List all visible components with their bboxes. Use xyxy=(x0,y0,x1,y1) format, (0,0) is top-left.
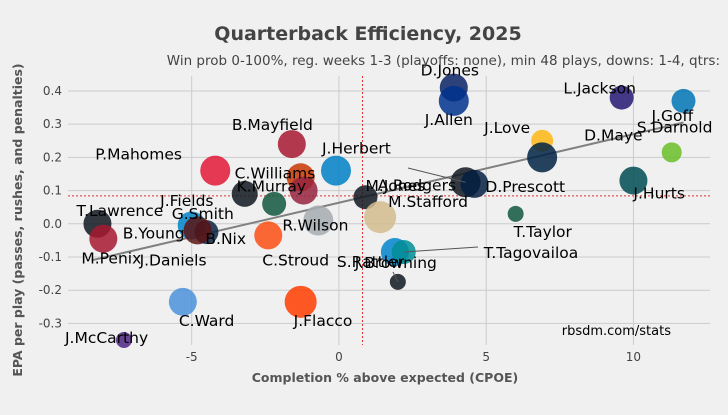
y-tick-label: 0.2 xyxy=(43,150,62,164)
qb-point-label: P.Mahomes xyxy=(95,146,182,164)
qb-point-label: D.Maye xyxy=(584,126,642,144)
qb-point xyxy=(609,85,634,110)
qb-point xyxy=(320,155,351,186)
qb-point-label: B.Nix xyxy=(205,230,246,248)
chart-subtitle: Win prob 0-100%, reg. weeks 1-3 (playoff… xyxy=(167,53,720,69)
qb-point-label: B.Young xyxy=(123,224,185,242)
qb-point xyxy=(262,191,287,216)
qb-point-label: C.Stroud xyxy=(262,251,329,269)
qb-point xyxy=(303,205,334,236)
qb-point-label: T.Lawrence xyxy=(75,202,163,220)
label-leader-line xyxy=(403,246,479,253)
qb-point-label: J.Allen xyxy=(424,111,473,129)
qb-point-label: G.Smith xyxy=(172,205,234,223)
x-axis-label: Completion % above expected (CPOE) xyxy=(252,370,518,385)
y-tick-label: -0.1 xyxy=(39,250,62,264)
qb-point-label: J.Hurts xyxy=(632,185,685,203)
qb-point-label: M.Jones xyxy=(365,177,425,195)
qb-point xyxy=(460,169,489,198)
qb-point xyxy=(284,285,317,318)
qb-point-label: M.Penix xyxy=(81,250,141,268)
qb-point xyxy=(364,201,397,234)
qb-point-label: C.Williams xyxy=(235,164,316,182)
qb-point-label: J.Love xyxy=(483,119,530,137)
qb-point xyxy=(353,185,378,210)
y-tick-label: -0.3 xyxy=(39,316,62,330)
y-tick-label: 0.0 xyxy=(43,217,62,231)
qb-point-label: D.Jones xyxy=(421,62,479,80)
qb-point-label: K.Murray xyxy=(237,178,306,196)
qb-point xyxy=(183,216,212,245)
x-tick-label: 10 xyxy=(626,350,641,364)
qb-point-label: A.Rodgers xyxy=(378,176,456,194)
qb-point xyxy=(619,166,648,195)
qb-point xyxy=(661,142,682,163)
qb-point-label: J.McCarthy xyxy=(64,329,148,347)
qb-point xyxy=(277,130,306,159)
qb-point xyxy=(289,176,318,205)
x-tick-label: 5 xyxy=(482,350,490,364)
qb-point-label: J.Herbert xyxy=(321,140,391,158)
qb-point xyxy=(527,142,558,173)
qb-point-label: J.Goff xyxy=(650,107,693,125)
qb-point-label: S.Rattler xyxy=(337,253,405,271)
qb-point-label: T.Tagovailoa xyxy=(483,244,579,262)
qb-point xyxy=(89,224,118,253)
qb-point-label: T.Taylor xyxy=(513,223,573,241)
qb-point-label: J.Flacco xyxy=(293,312,353,330)
x-tick-label: -5 xyxy=(186,350,198,364)
qb-point xyxy=(200,155,231,186)
y-tick-label: -0.2 xyxy=(39,283,62,297)
qb-point-label: J.Browning xyxy=(354,254,437,272)
qb-point-label: J.Daniels xyxy=(139,251,207,269)
chart-title: Quarterback Efficiency, 2025 xyxy=(214,23,521,45)
qb-point xyxy=(231,180,258,207)
y-tick-label: 0.4 xyxy=(43,84,62,98)
y-axis-label: EPA per play (passes, rushes, and penalt… xyxy=(10,63,25,376)
qb-point-label: D.Prescott xyxy=(485,178,565,196)
qb-point xyxy=(507,205,524,222)
credit-text: rbsdm.com/stats xyxy=(562,324,671,339)
y-tick-label: 0.3 xyxy=(43,117,62,131)
qb-point xyxy=(254,221,283,250)
qb-point-label: J.Fields xyxy=(159,192,213,210)
qb-point-label: C.Ward xyxy=(179,312,235,330)
qb-point-label: S.Darnold xyxy=(637,118,713,136)
label-leader-line xyxy=(392,271,399,283)
qb-point-label: B.Mayfield xyxy=(232,116,313,134)
qb-point-label: L.Jackson xyxy=(563,80,636,98)
qb-point xyxy=(168,287,197,316)
qb-point xyxy=(438,85,469,116)
label-leader-line xyxy=(407,167,466,183)
qb-point-label: R.Wilson xyxy=(282,216,348,234)
x-tick-label: 0 xyxy=(335,350,343,364)
qb-point xyxy=(115,332,132,349)
qb-point-label: M.Stafford xyxy=(388,193,468,211)
qb-point xyxy=(671,88,696,113)
y-tick-label: 0.1 xyxy=(43,184,62,198)
